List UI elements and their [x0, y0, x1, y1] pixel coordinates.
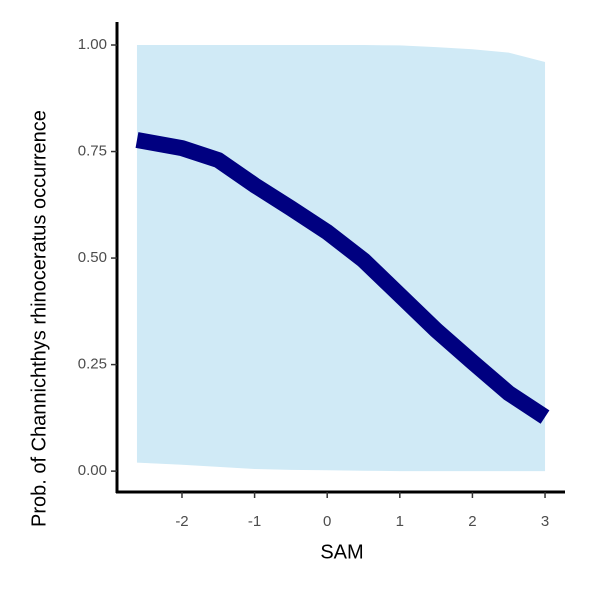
- y-tick-label: 0.25: [78, 356, 107, 373]
- y-axis-label: Prob. of Channichthys rhinoceratus occur…: [28, 110, 50, 527]
- x-axis-label: SAM: [320, 541, 363, 563]
- y-tick-label: 0.75: [78, 143, 107, 160]
- y-tick-label: 1.00: [78, 36, 107, 53]
- confidence-band: [136, 45, 546, 472]
- x-tick-label: 1: [396, 513, 404, 530]
- y-tick-label: 0.00: [78, 462, 107, 479]
- x-tick-label: -1: [248, 513, 261, 530]
- line: [135, 132, 550, 424]
- x-tick-label: 0: [323, 513, 331, 530]
- x-tick-label: -2: [175, 513, 188, 530]
- x-tick-label: 3: [541, 513, 549, 530]
- x-tick-label: 2: [468, 513, 476, 530]
- y-tick-label: 0.50: [78, 249, 107, 266]
